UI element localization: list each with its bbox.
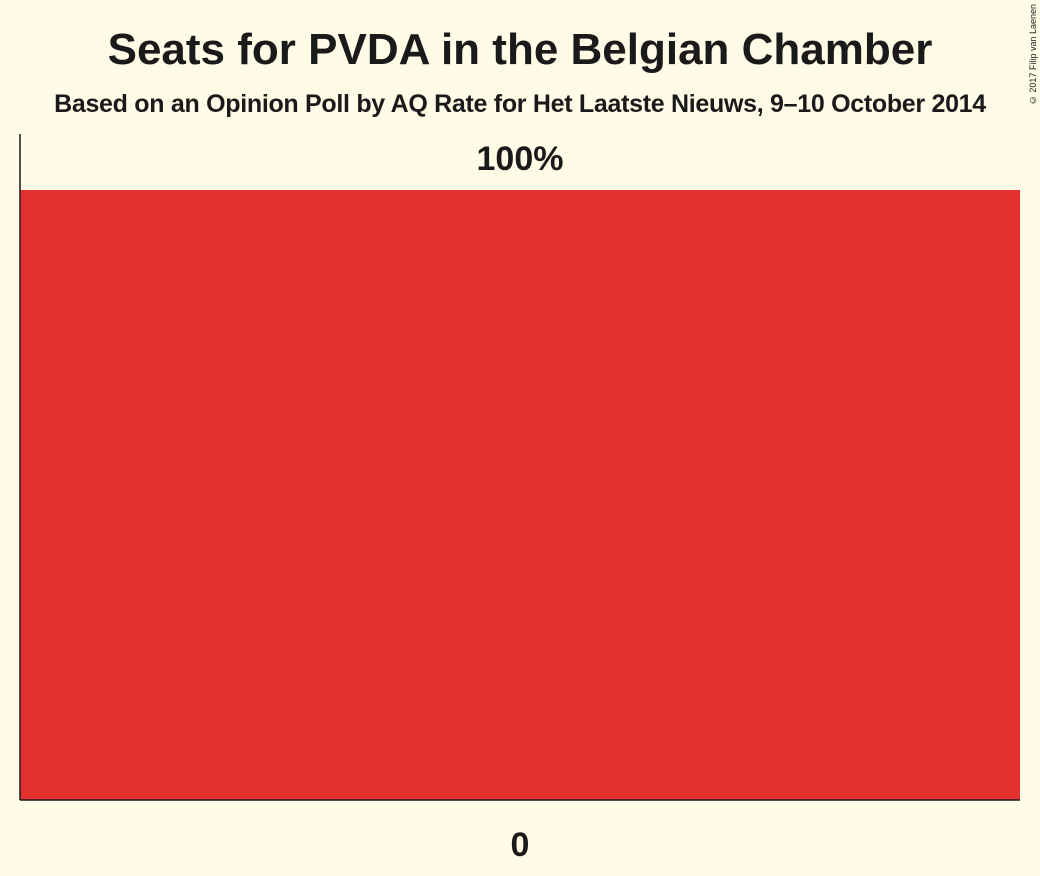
bar-data-label: 100%: [477, 140, 564, 178]
chart-title: Seats for PVDA in the Belgian Chamber: [107, 25, 933, 74]
labels-group: 100% 0: [477, 140, 564, 864]
chart-subtitle: Based on an Opinion Poll by AQ Rate for …: [54, 90, 986, 118]
bars-group: [20, 190, 1020, 800]
x-tick-label: 0: [511, 826, 530, 864]
bar-seat-0: [20, 190, 1020, 800]
